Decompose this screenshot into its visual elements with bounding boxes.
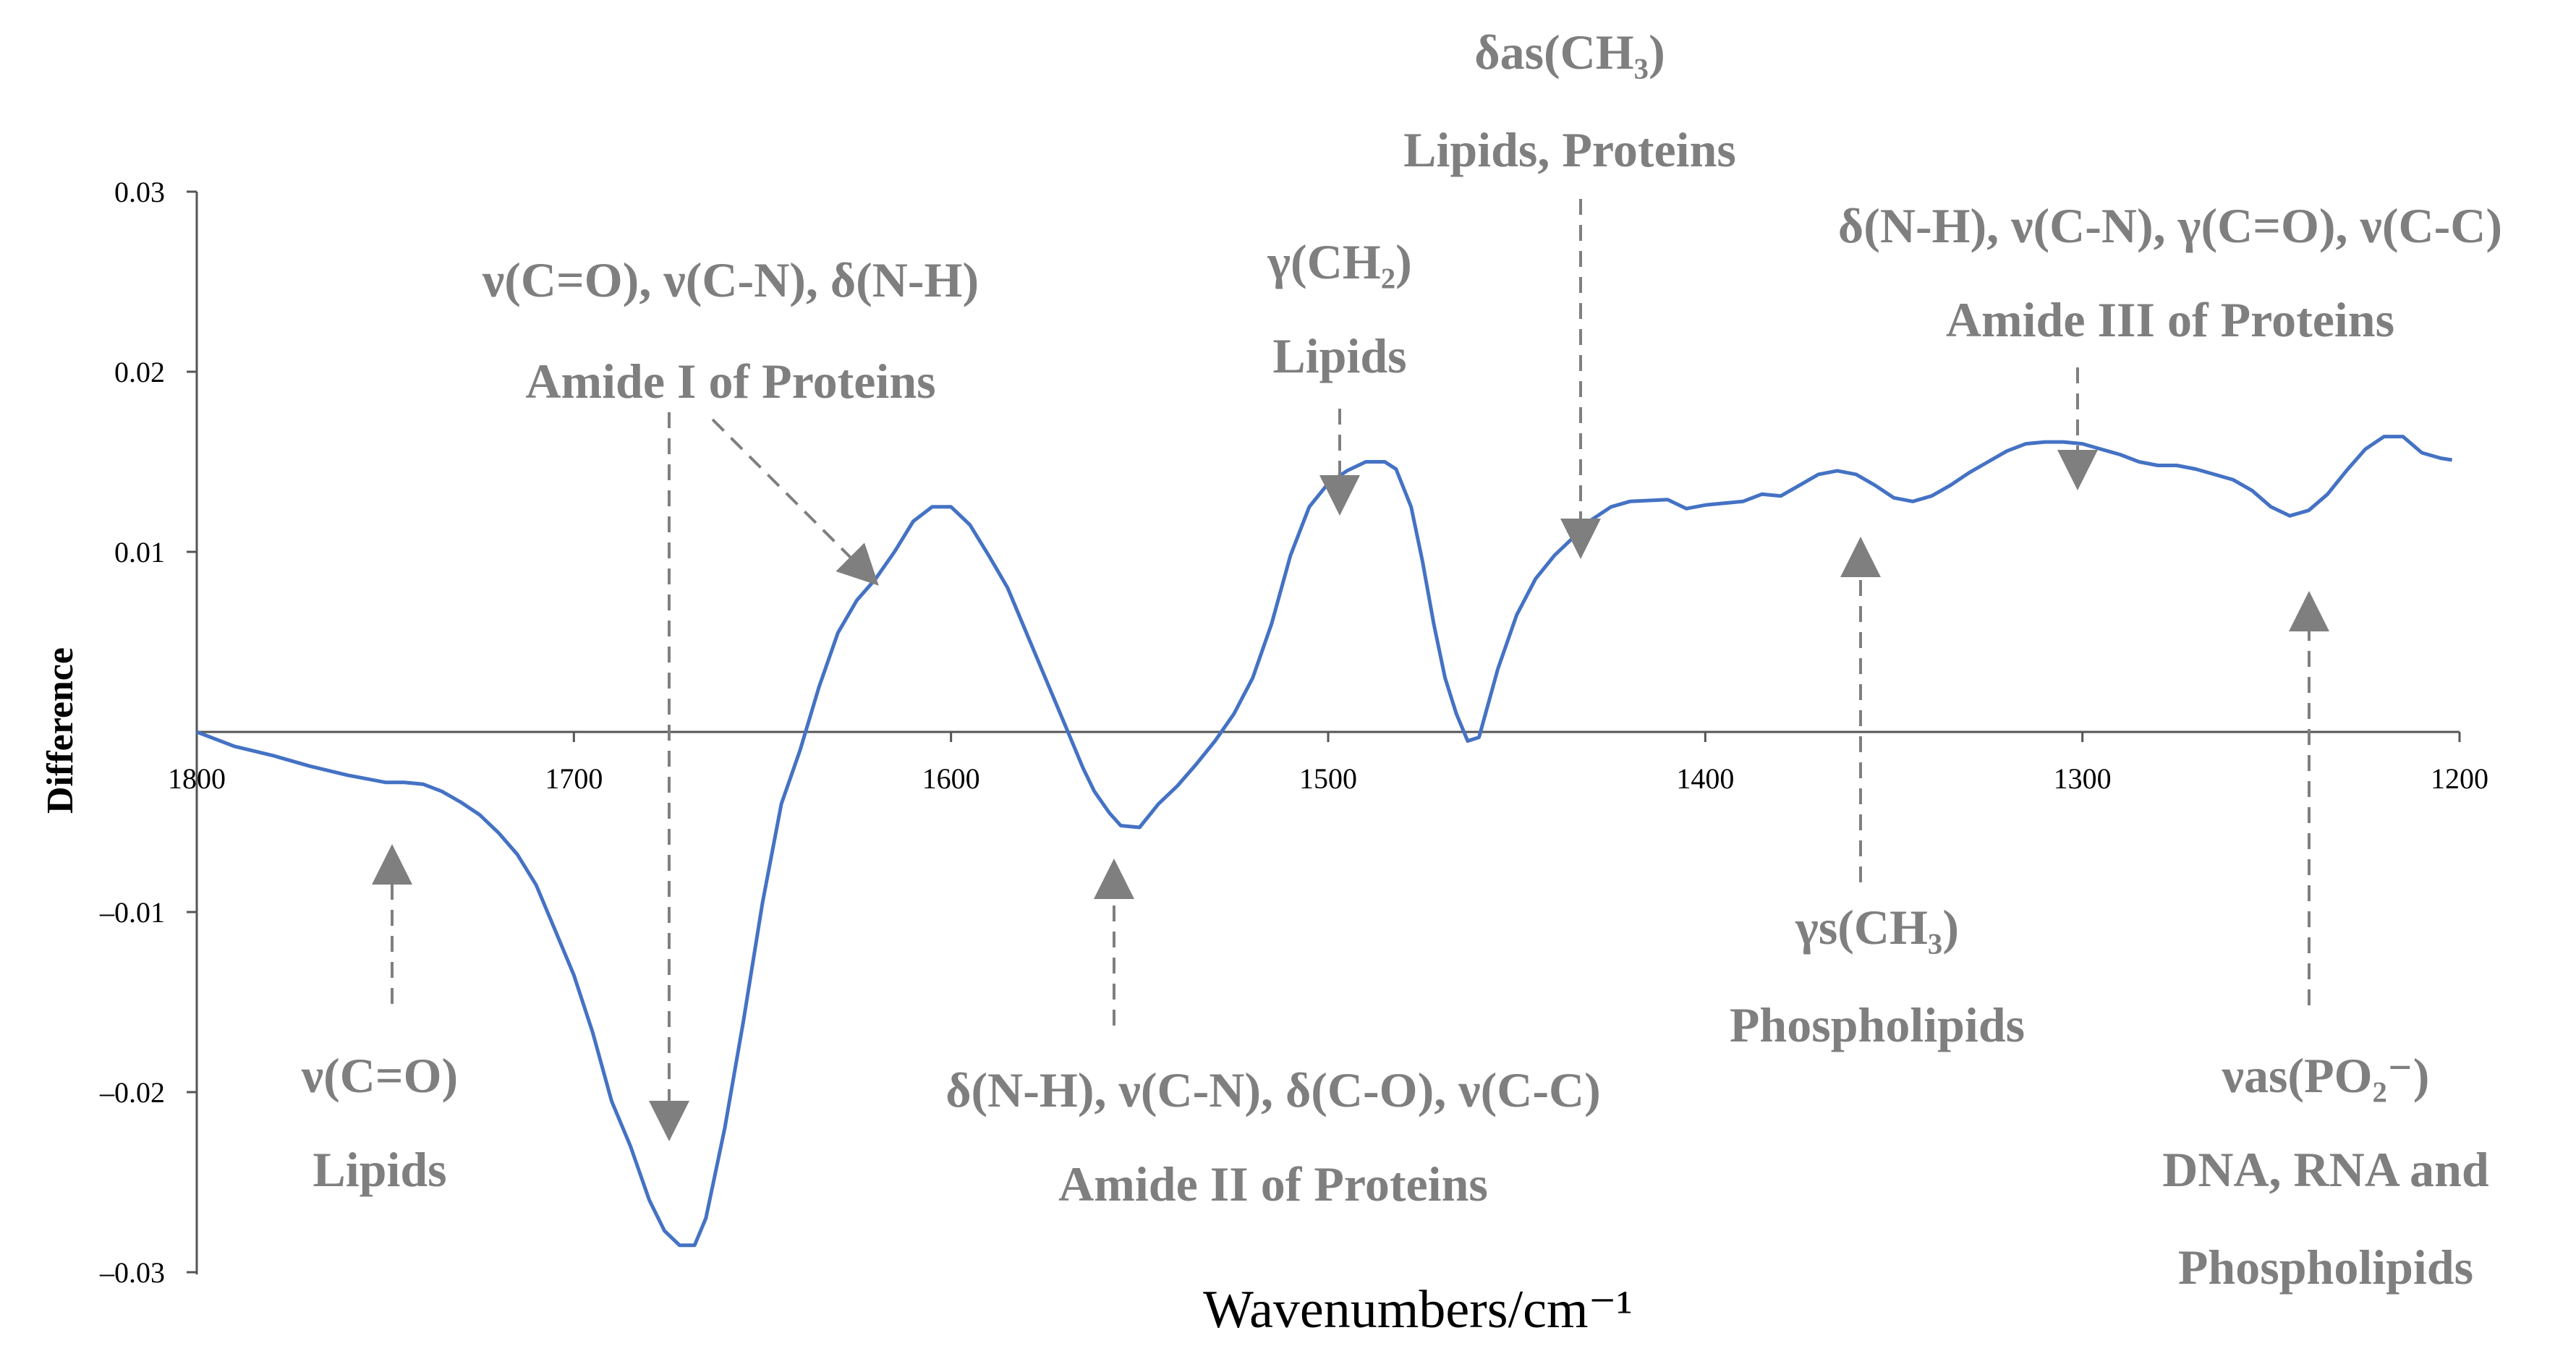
annotation-ch2-line2: Lipids — [1272, 328, 1406, 383]
annotation-amide-iii-line1: δ(N-H), ν(C-N), γ(C=O), ν(C-C) — [1838, 198, 2502, 253]
annotation-ch3-line2: Lipids, Proteins — [1403, 122, 1736, 177]
y-tick-label: 0.03 — [114, 176, 165, 208]
annotation-ch2-line1: γ(CH₂) — [1267, 234, 1411, 289]
annotation-phospholipids-line1: γs(CH₃) — [1795, 900, 1959, 955]
x-axis-ticks: 1800 1700 1600 1500 1400 1300 1200 — [168, 732, 2488, 795]
y-tick-label: 0.01 — [114, 536, 165, 568]
x-tick-label: 1300 — [2054, 762, 2112, 795]
annotation-lipids-co-line1: ν(C=O) — [301, 1048, 458, 1103]
x-tick-label: 1200 — [2431, 762, 2488, 795]
annotation-lipids-co-line2: Lipids — [313, 1142, 446, 1197]
x-tick-label: 1500 — [1299, 762, 1357, 795]
annotation-po2-line3: Phospholipids — [2178, 1240, 2473, 1295]
annotation-amide-ii-line1: δ(N-H), ν(C-N), δ(C-O), ν(C-C) — [945, 1062, 1601, 1117]
annotation-arrows — [372, 199, 2329, 1141]
y-tick-label: –0.03 — [99, 1256, 165, 1289]
annotation-labels: ν(C=O) Lipids ν(C=O), ν(C-N), δ(N-H) Ami… — [301, 25, 2502, 1295]
y-tick-label: 0.02 — [114, 356, 165, 388]
annotation-amide-i-line1: ν(C=O), ν(C-N), δ(N-H) — [482, 252, 979, 307]
y-axis-title: Difference — [40, 647, 81, 814]
annotation-po2-line2: DNA, RNA and — [2162, 1142, 2489, 1197]
annotation-po2-line1: νas(PO₂⁻) — [2222, 1048, 2430, 1103]
annotation-amide-i-line2: Amide I of Proteins — [525, 354, 935, 409]
x-axis-title: Wavenumbers/cm⁻¹ — [1203, 1280, 1633, 1339]
y-tick-label: –0.01 — [99, 896, 165, 929]
x-tick-label: 1700 — [545, 762, 603, 795]
x-tick-label: 1600 — [922, 762, 980, 795]
annotation-ch3-line1: δas(CH₃) — [1474, 25, 1665, 80]
x-tick-label: 1800 — [168, 762, 226, 795]
annotation-amide-ii-line2: Amide II of Proteins — [1058, 1156, 1488, 1211]
annotation-phospholipids-line2: Phospholipids — [1730, 997, 2025, 1052]
x-tick-label: 1400 — [1676, 762, 1734, 795]
arrow-amide-i-diag — [711, 418, 879, 586]
annotation-amide-iii-line2: Amide III of Proteins — [1946, 292, 2394, 347]
y-axis-ticks: 0.03 0.02 0.01 –0.01 –0.02 –0.03 — [99, 176, 197, 1289]
series-line — [196, 435, 2452, 1248]
y-tick-label: –0.02 — [99, 1076, 165, 1109]
